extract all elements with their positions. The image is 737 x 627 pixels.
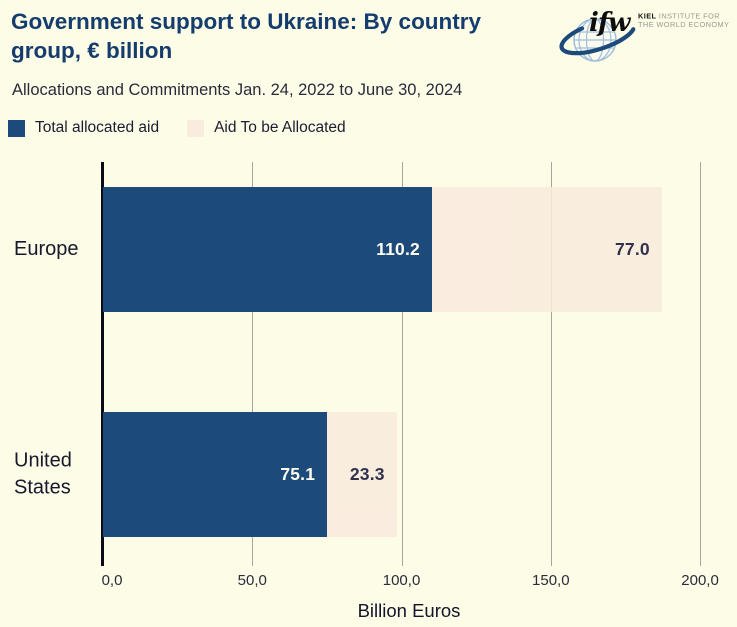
legend-label-to-be-allocated: Aid To be Allocated [214,119,346,136]
x-tick-label: 50,0 [237,572,267,589]
gridline [550,162,552,566]
bar-segment-aid-to-be-allocated-united-states: 23.3 [327,412,397,537]
legend-label-total-allocated: Total allocated aid [35,119,160,136]
logo-institute-line2: THE WORLD ECONOMY [638,20,729,29]
x-tick-label: 150,0 [532,572,570,589]
logo-institute-rest: INSTITUTE FOR [659,12,720,21]
svg-text:KIEL INSTITUTE FOR: KIEL INSTITUTE FOR [638,12,720,21]
page-title: Government support to Ukraine: By countr… [11,9,482,63]
x-tick-label: 0,0 [101,572,123,589]
bar-segment-aid-to-be-allocated-europe: 77.0 [431,187,662,312]
bar-chart: 110.2 77.0 75.1 23.3 Billion Euros 0,0 50,0 1… [0,162,737,627]
legend-swatch-to-be-allocated-icon [187,119,205,137]
bar-value-label: 77.0 [614,239,650,259]
x-tick-label: 200,0 [681,572,719,589]
category-label-united-states: United States [14,448,72,499]
bar-value-label: 23.3 [349,464,385,484]
logo-wordmark: ifw [589,8,632,38]
bar-value-label: 75.1 [280,464,316,484]
x-axis-title: Billion Euros [357,600,461,621]
legend-swatch-total-allocated-icon [8,119,25,137]
chart-subtitle: Allocations and Commitments Jan. 24, 202… [12,81,463,99]
plot-area: 110.2 77.0 75.1 23.3 [101,162,715,566]
y-axis-line [101,162,104,566]
legend-item-total-allocated: Total allocated aid [8,119,159,137]
logo-institute-bold: KIEL [638,12,657,21]
bar-segment-total-allocated-aid-europe: 110.2 [103,187,432,312]
orbit-swoosh-icon [559,26,636,56]
category-label-europe: Europe [14,237,79,260]
kiel-institute-logo: ifw KIEL INSTITUTE FOR THE WORLD ECONOMY [559,8,729,62]
gridline [700,162,702,566]
chart-legend: Total allocated aid Aid To be Allocated [8,119,346,137]
gridline [401,162,403,566]
x-tick-label: 100,0 [382,572,421,589]
gridline [252,162,254,566]
bar-segment-total-allocated-aid-united-states: 75.1 [103,412,328,537]
legend-item-to-be-allocated: Aid To be Allocated [187,119,346,137]
bar-value-label: 110.2 [376,239,420,259]
globe-icon [573,18,617,62]
